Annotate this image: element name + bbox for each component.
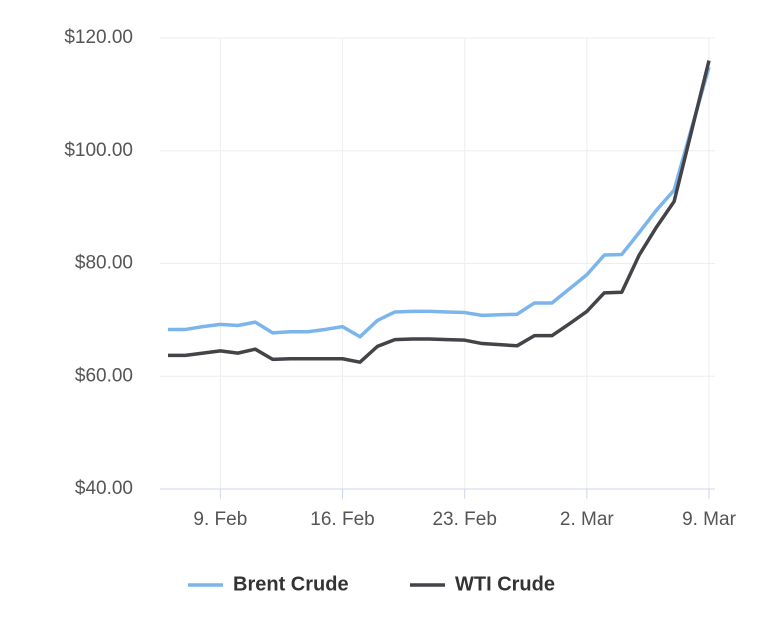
y-tick-label: $80.00 [75, 253, 133, 274]
series-line [168, 66, 711, 339]
x-tick-label: 16. Feb [310, 509, 374, 530]
x-tick-label: 9. Feb [193, 509, 247, 530]
series-line [168, 60, 711, 364]
x-tick-label: 2. Mar [560, 509, 615, 530]
legend-label: WTI Crude [455, 573, 555, 595]
x-tick-label: 9. Mar [682, 509, 737, 530]
y-tick-label: $40.00 [75, 478, 133, 499]
y-tick-label: $60.00 [75, 365, 133, 386]
legend: Brent Crude WTI Crude [188, 573, 555, 595]
y-tick-label: $100.00 [64, 140, 133, 161]
y-tick-label: $120.00 [64, 27, 133, 48]
legend-label: Brent Crude [233, 573, 349, 595]
x-tick-label: 23. Feb [432, 509, 496, 530]
